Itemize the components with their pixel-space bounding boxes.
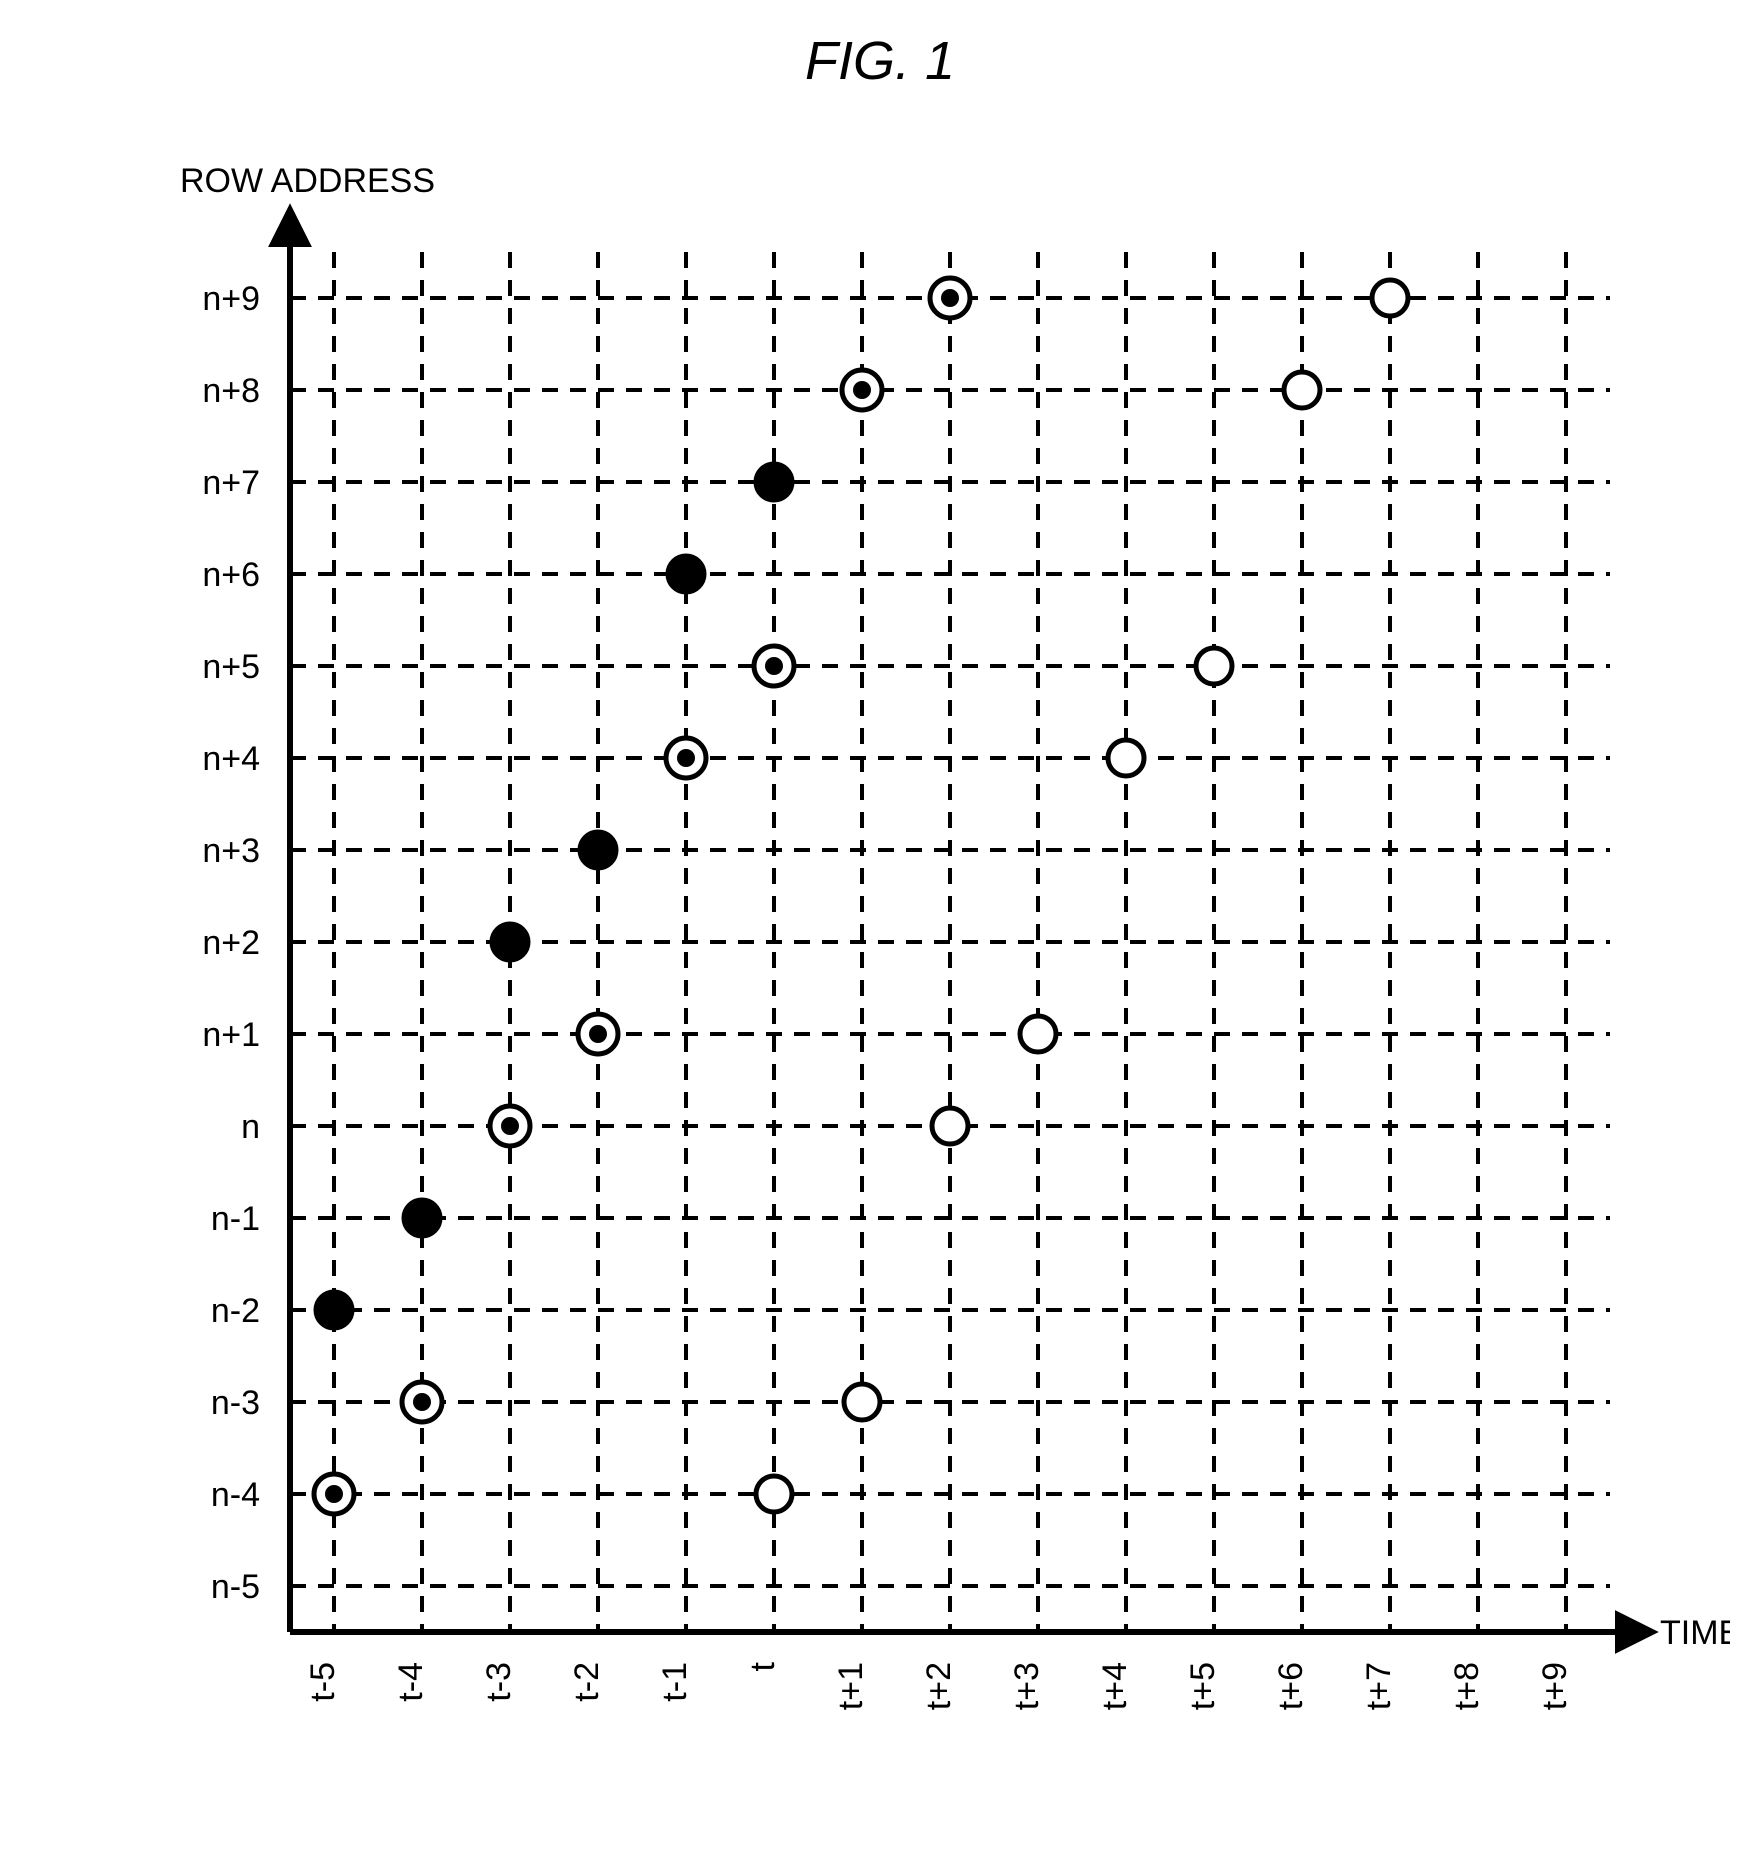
svg-text:n-5: n-5 [211,1568,260,1606]
svg-text:t+4: t+4 [1096,1662,1134,1710]
svg-text:n+1: n+1 [202,1016,260,1054]
point-t-2-n+3 [580,832,616,868]
svg-text:n-2: n-2 [211,1292,260,1330]
svg-text:n+7: n+7 [202,464,260,502]
svg-text:n-4: n-4 [211,1476,260,1514]
point-t-3-n [490,1106,530,1146]
svg-text:t+2: t+2 [920,1662,958,1710]
svg-text:t-4: t-4 [392,1662,430,1702]
point-t+6-n+8 [1284,372,1320,408]
point-t+7-n+9 [1372,280,1408,316]
point-t+5-n+5 [1196,648,1232,684]
svg-text:n+8: n+8 [202,372,260,410]
point-t-4-n-3 [402,1382,442,1422]
point-t-3-n+2 [492,924,528,960]
row-address-vs-time-chart: ROW ADDRESS TIME n-5 n-4 n-3 n-2 n-1 n n+1 n+2 n+3… [30,102,1730,1822]
svg-text:t+3: t+3 [1008,1662,1046,1710]
axes: ROW ADDRESS TIME [180,162,1730,1652]
point-t-n+5 [754,646,794,686]
svg-text:n+3: n+3 [202,832,260,870]
point-t-1-n+6 [668,556,704,592]
svg-text:n-1: n-1 [211,1200,260,1238]
svg-text:n: n [241,1108,260,1146]
svg-text:n+2: n+2 [202,924,260,962]
grid [290,252,1610,1632]
y-axis-label: ROW ADDRESS [180,162,435,200]
svg-text:t+1: t+1 [832,1662,870,1710]
svg-text:n+9: n+9 [202,280,260,318]
svg-text:t-3: t-3 [480,1662,518,1702]
svg-text:t+8: t+8 [1448,1662,1486,1710]
svg-text:n+5: n+5 [202,648,260,686]
svg-text:t-5: t-5 [304,1662,342,1702]
point-t+2-n [932,1108,968,1144]
svg-text:n+4: n+4 [202,740,260,778]
y-tick-labels: n-5 n-4 n-3 n-2 n-1 n n+1 n+2 n+3 n+4 n+5 n+6 n+7 n+8… [202,280,260,1606]
svg-text:t+6: t+6 [1272,1662,1310,1710]
point-t-2-n+1 [578,1014,618,1054]
svg-text:t+7: t+7 [1360,1662,1398,1710]
svg-text:n-3: n-3 [211,1384,260,1422]
point-t+3-n+1 [1020,1016,1056,1052]
figure-title: FIG. 1 [805,30,955,92]
svg-text:t-1: t-1 [656,1662,694,1702]
svg-text:t-2: t-2 [568,1662,606,1702]
point-t-n+7 [756,464,792,500]
point-t+1-n-3 [844,1384,880,1420]
x-axis-label: TIME [1660,1614,1730,1652]
point-t-5-n-2 [316,1292,352,1328]
x-tick-labels: t-5 t-4 t-3 t-2 t-1 t t+1 t+2 t+3 t+4 t+5 t+6 t+7 t+8… [304,1661,1574,1710]
point-t-5-n-4 [314,1474,354,1514]
point-t-4-n-1 [404,1200,440,1236]
point-t-n-4 [756,1476,792,1512]
svg-text:n+6: n+6 [202,556,260,594]
point-t+1-n+8 [842,370,882,410]
svg-text:t+9: t+9 [1536,1662,1574,1710]
svg-text:t: t [744,1661,782,1671]
point-t+4-n+4 [1108,740,1144,776]
svg-text:t+5: t+5 [1184,1662,1222,1710]
point-t-1-n+4 [666,738,706,778]
point-t+2-n+9 [930,278,970,318]
